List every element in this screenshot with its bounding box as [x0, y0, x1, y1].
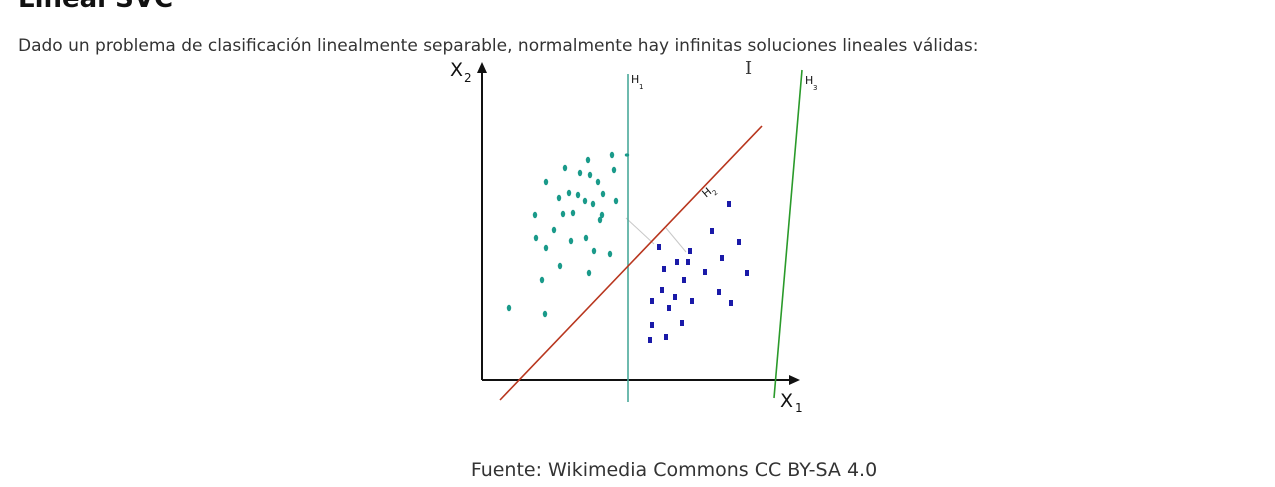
class-a-point: [560, 210, 566, 218]
class-a-point: [542, 310, 548, 318]
class-a-point: [557, 262, 563, 270]
intro-paragraph: Dado un problema de clasificación lineal…: [18, 36, 979, 56]
class-b-point: [667, 305, 671, 311]
class-a-point: [591, 247, 597, 255]
y-axis-arrow-icon: [477, 62, 487, 73]
class-b-point: [675, 259, 679, 265]
class-a-point: [597, 216, 603, 224]
figure-caption: Fuente: Wikimedia Commons CC BY-SA 4.0: [470, 459, 878, 481]
class-b-point: [686, 259, 690, 265]
class-b-point: [737, 239, 741, 245]
hyperplane-h2: [499, 125, 763, 401]
class-a-point: [568, 237, 574, 245]
class-a-point: [600, 190, 606, 198]
class-a-point: [599, 211, 605, 219]
y-axis-subscript: 2: [464, 71, 472, 85]
h1-subscript: 1: [639, 83, 643, 91]
class-a-point: [575, 191, 581, 199]
class-b-point: [648, 337, 652, 343]
class-a-point: [590, 200, 596, 208]
h3-label: H: [805, 74, 813, 87]
class-a-point: [539, 276, 545, 284]
class-b-point: [688, 248, 692, 254]
x-axis-arrow-icon: [789, 375, 800, 385]
class-b-point: [662, 266, 666, 272]
class-a-point: [587, 171, 593, 179]
class-a-point: [582, 197, 588, 205]
h2-subscript: 2: [711, 188, 720, 197]
h1-label: H: [631, 73, 639, 86]
text-cursor-icon: I: [745, 58, 753, 79]
class-b-points: [648, 201, 749, 343]
class-a-point: [586, 269, 592, 277]
class-a-point: [609, 151, 615, 159]
class-a-point: [543, 178, 549, 186]
class-b-point: [673, 294, 677, 300]
class-a-point: [533, 234, 539, 242]
class-a-point: [570, 209, 576, 217]
x-axis-label: X: [780, 390, 793, 412]
class-a-point: [585, 156, 591, 164]
class-a-point: [624, 153, 630, 157]
class-a-point: [556, 194, 562, 202]
class-b-point: [660, 287, 664, 293]
hyperplane-h3: [773, 69, 803, 399]
page-heading: Lineal SVC: [18, 0, 173, 12]
class-a-points: [506, 151, 630, 318]
svm-hyperplanes-figure: X 2 X 1 H 1 H 2 H 3: [440, 58, 840, 418]
class-b-point: [720, 255, 724, 261]
class-a-point: [562, 164, 568, 172]
class-a-point: [566, 189, 572, 197]
class-a-point: [532, 211, 538, 219]
class-b-point: [682, 277, 686, 283]
class-a-point: [613, 197, 619, 205]
class-b-point: [727, 201, 731, 207]
class-b-point: [717, 289, 721, 295]
figure-svg: X 2 X 1 H 1 H 2 H 3: [450, 59, 817, 415]
class-a-point: [543, 244, 549, 252]
class-b-point: [657, 244, 661, 250]
class-b-point: [680, 320, 684, 326]
class-b-point: [664, 334, 668, 340]
class-a-point: [595, 178, 601, 186]
class-a-point: [577, 169, 583, 177]
class-b-point: [703, 269, 707, 275]
class-a-point: [611, 166, 617, 174]
class-b-point: [650, 298, 654, 304]
class-b-point: [745, 270, 749, 276]
h2-label-group: H 2: [700, 185, 720, 200]
class-b-point: [650, 322, 654, 328]
x-axis-subscript: 1: [795, 401, 803, 415]
margin-line-a: [625, 217, 655, 245]
margin-line-b: [665, 227, 687, 253]
class-a-point: [607, 250, 613, 258]
class-a-point: [551, 226, 557, 234]
class-b-point: [729, 300, 733, 306]
class-b-point: [690, 298, 694, 304]
class-a-point: [506, 304, 512, 312]
class-b-point: [710, 228, 714, 234]
h3-subscript: 3: [813, 84, 817, 92]
y-axis-label: X: [450, 59, 463, 81]
class-a-point: [583, 234, 589, 242]
